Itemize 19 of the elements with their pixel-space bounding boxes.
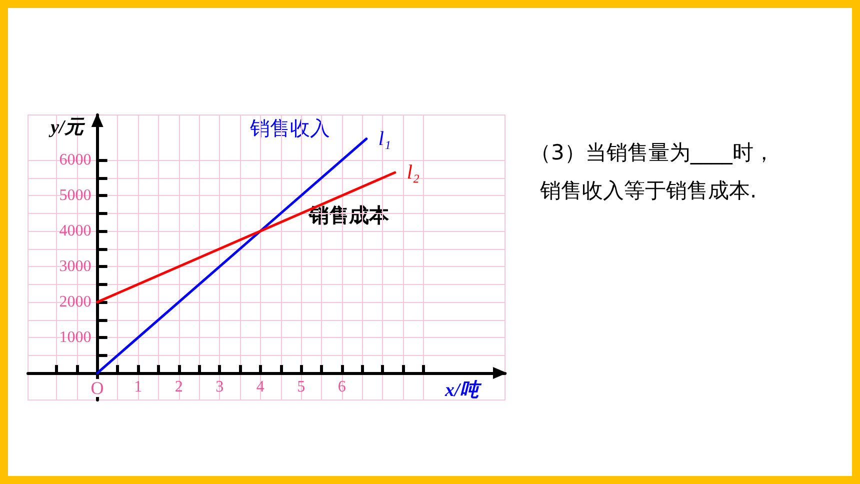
x-tick-label: 2 — [174, 378, 183, 396]
x-axis-title: x/吨 — [444, 379, 482, 402]
y-tick-label: 3000 — [59, 258, 92, 276]
x-tick-label: O — [90, 378, 104, 398]
x-tick-label: 3 — [216, 378, 224, 396]
y-tick-label: 1000 — [59, 329, 92, 346]
y-tick-label: 6000 — [59, 152, 92, 169]
text: （3）当销售量为____时， — [530, 140, 774, 164]
series-label: l₁ — [378, 128, 391, 150]
y-axis-title: y/元 — [48, 117, 86, 138]
x-tick-label: 1 — [134, 378, 142, 396]
y-tick-label: 4000 — [59, 222, 92, 240]
series-label: l₂ — [406, 161, 420, 184]
x-tick-label: 5 — [297, 378, 306, 396]
text: 销售收入等于销售成本. — [539, 178, 757, 202]
x-tick-label: 6 — [338, 378, 346, 396]
y-tick-label: 2000 — [59, 294, 92, 311]
y-tick-label: 5000 — [59, 187, 92, 204]
x-tick-label: 4 — [256, 378, 264, 396]
